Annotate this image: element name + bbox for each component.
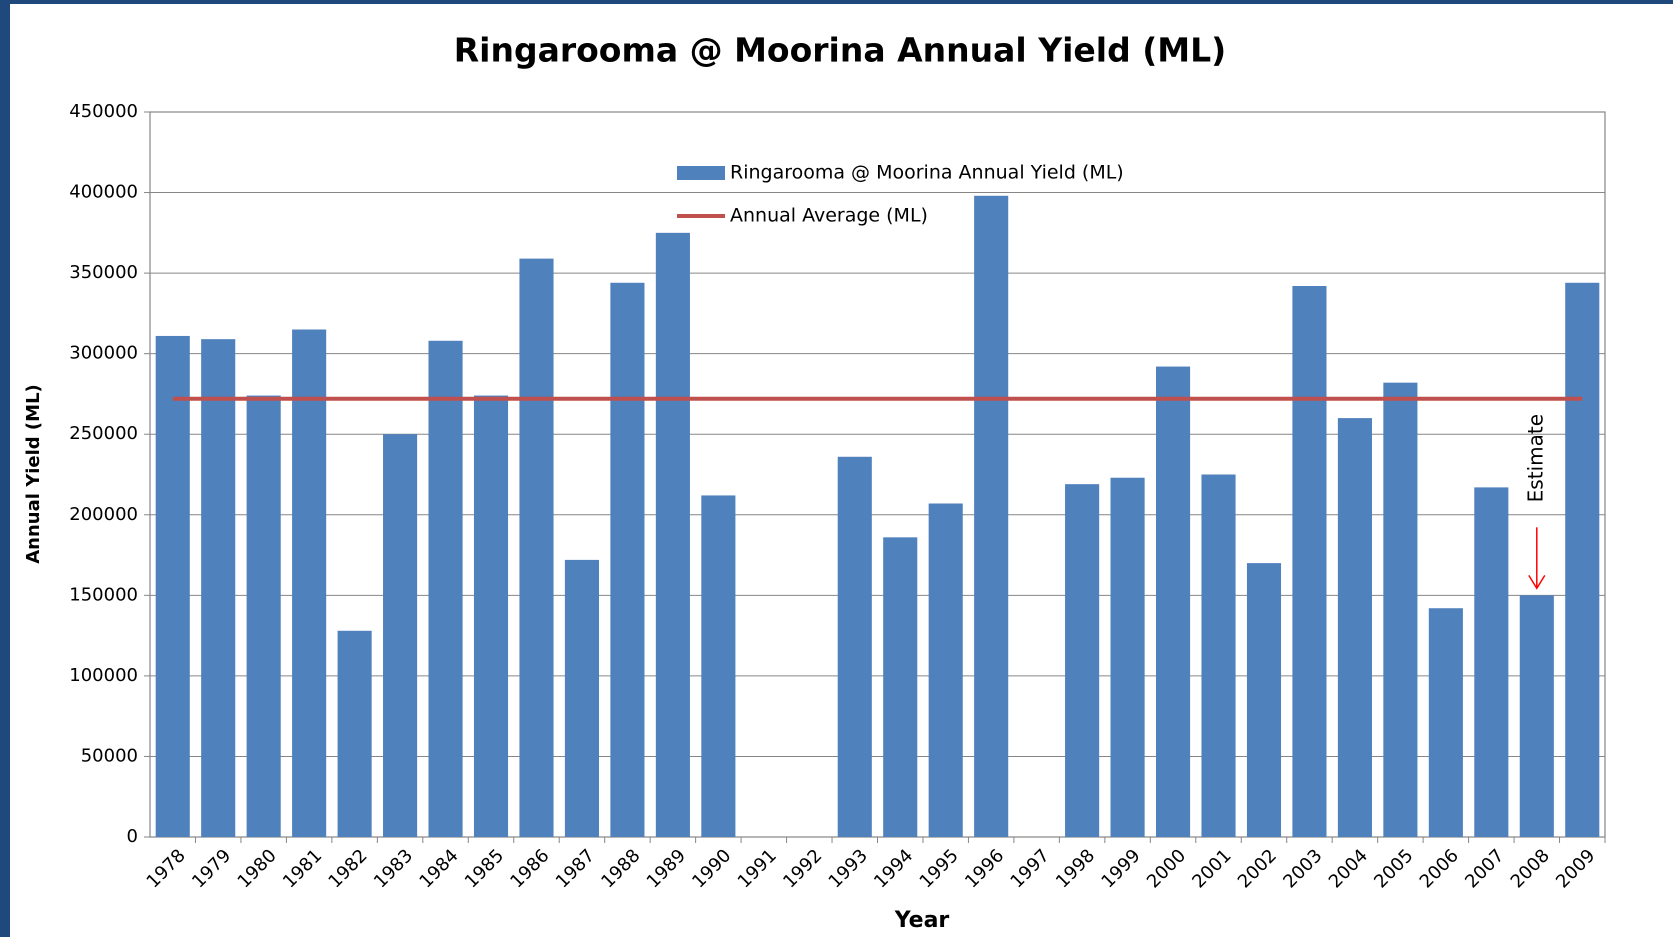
bar bbox=[473, 395, 509, 837]
bar bbox=[1110, 477, 1145, 837]
x-axis-label: Year bbox=[894, 908, 950, 933]
y-axis-label: Annual Yield (ML) bbox=[23, 384, 44, 564]
bar bbox=[883, 537, 918, 837]
bar bbox=[246, 395, 281, 837]
bar bbox=[1292, 286, 1327, 837]
legend-label: Annual Average (ML) bbox=[730, 205, 928, 227]
bar bbox=[1383, 382, 1418, 837]
bar bbox=[383, 434, 418, 837]
y-tick-label: 300000 bbox=[69, 343, 138, 364]
y-tick-label: 350000 bbox=[69, 262, 138, 283]
bar bbox=[655, 232, 690, 838]
bar bbox=[974, 195, 1009, 837]
bar bbox=[610, 282, 645, 837]
bar bbox=[1519, 595, 1554, 837]
y-tick-label: 100000 bbox=[69, 665, 138, 686]
bar bbox=[1155, 366, 1191, 837]
bar bbox=[1065, 484, 1100, 837]
bar bbox=[1201, 474, 1236, 837]
bar bbox=[428, 340, 463, 837]
y-tick-label: 150000 bbox=[69, 584, 138, 605]
bar bbox=[155, 335, 190, 837]
bar bbox=[292, 329, 327, 837]
bar bbox=[519, 258, 554, 838]
y-tick-label: 50000 bbox=[81, 745, 138, 766]
legend-swatch bbox=[677, 166, 725, 180]
bar bbox=[928, 503, 963, 837]
bar bbox=[701, 495, 736, 837]
y-tick-label: 0 bbox=[127, 826, 138, 847]
bar bbox=[1474, 487, 1509, 837]
y-tick-label: 450000 bbox=[69, 101, 138, 122]
bar bbox=[1565, 282, 1600, 837]
bar bbox=[201, 339, 236, 837]
bar bbox=[564, 559, 600, 837]
bar bbox=[337, 630, 372, 837]
bar bbox=[1337, 418, 1372, 837]
bar bbox=[1428, 608, 1463, 837]
bar bbox=[837, 456, 872, 837]
bar bbox=[1246, 563, 1282, 837]
legend-label: Ringarooma @ Moorina Annual Yield (ML) bbox=[730, 162, 1124, 184]
y-tick-label: 250000 bbox=[69, 423, 138, 444]
chart-title: Ringarooma @ Moorina Annual Yield (ML) bbox=[454, 31, 1227, 70]
y-tick-label: 200000 bbox=[69, 504, 138, 525]
annotation: Estimate bbox=[1523, 414, 1547, 502]
annotation-arrowhead bbox=[1528, 574, 1546, 590]
y-tick-label: 400000 bbox=[69, 182, 138, 203]
